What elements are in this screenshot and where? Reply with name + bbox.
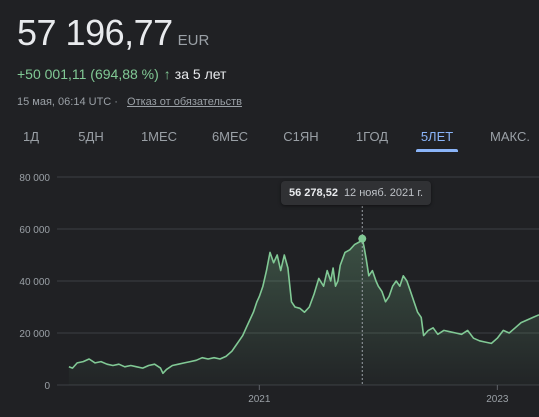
tab-6m[interactable]: 6МЕС <box>211 129 249 144</box>
tooltip-value: 56 278,52 <box>289 187 338 199</box>
current-price: 57 196,77 <box>17 12 173 53</box>
x-tick-label: 2021 <box>248 394 271 405</box>
quote-timestamp: 15 мая, 06:14 UTC <box>17 96 112 108</box>
y-axis: 0 20 000 40 000 60 000 80 000 <box>19 173 50 392</box>
tab-1y[interactable]: 1ГОД <box>355 129 389 144</box>
tooltip-date: 12 нояб. 2021 г. <box>343 187 424 199</box>
x-axis: 2021 2023 <box>248 385 509 405</box>
quote-meta: 15 мая, 06:14 UTC · Отказ от обязательст… <box>17 96 242 108</box>
tab-5d[interactable]: 5ДН <box>78 129 104 144</box>
y-tick-label: 0 <box>44 381 50 392</box>
change-period: за 5 лет <box>174 66 227 82</box>
price-change: +50 001,11 (694,88 %) ↑ за 5 лет <box>17 66 226 82</box>
range-tabs: 1Д 5ДН 1МЕС 6МЕС С1ЯН 1ГОД 5ЛЕТ МАКС. <box>0 124 539 154</box>
price-header: 57 196,77 EUR <box>17 12 209 54</box>
tab-5y[interactable]: 5ЛЕТ <box>416 124 458 152</box>
hover-point <box>358 234 367 243</box>
price-tooltip: 56 278,52 12 нояб. 2021 г. <box>281 181 432 205</box>
disclaimer-link[interactable]: Отказ от обязательств <box>127 96 242 108</box>
arrow-up-icon: ↑ <box>163 66 171 82</box>
y-tick-label: 40 000 <box>19 277 50 288</box>
tab-1m[interactable]: 1МЕС <box>140 129 178 144</box>
y-tick-label: 20 000 <box>19 329 50 340</box>
tab-1d[interactable]: 1Д <box>22 129 40 144</box>
y-tick-label: 60 000 <box>19 225 50 236</box>
currency-label: EUR <box>177 32 210 49</box>
x-tick-label: 2023 <box>486 394 509 405</box>
price-chart[interactable]: 0 20 000 40 000 60 000 80 000 2021 2023 <box>0 160 539 417</box>
separator: · <box>111 96 118 108</box>
tab-max[interactable]: МАКС. <box>490 129 530 144</box>
y-tick-label: 80 000 <box>19 173 50 184</box>
change-value: +50 001,11 (694,88 %) <box>17 66 159 82</box>
tab-ytd[interactable]: С1ЯН <box>283 129 319 144</box>
price-line <box>68 237 539 375</box>
